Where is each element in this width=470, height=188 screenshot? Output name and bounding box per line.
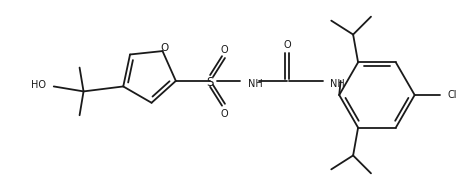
Text: O: O bbox=[220, 109, 228, 119]
Text: HO: HO bbox=[31, 80, 46, 90]
Text: S: S bbox=[206, 76, 213, 89]
Text: O: O bbox=[160, 43, 169, 53]
Text: NH: NH bbox=[248, 79, 263, 89]
Text: Cl: Cl bbox=[447, 90, 457, 100]
Text: O: O bbox=[220, 45, 228, 55]
Text: O: O bbox=[283, 40, 291, 50]
Text: NH: NH bbox=[329, 79, 345, 89]
